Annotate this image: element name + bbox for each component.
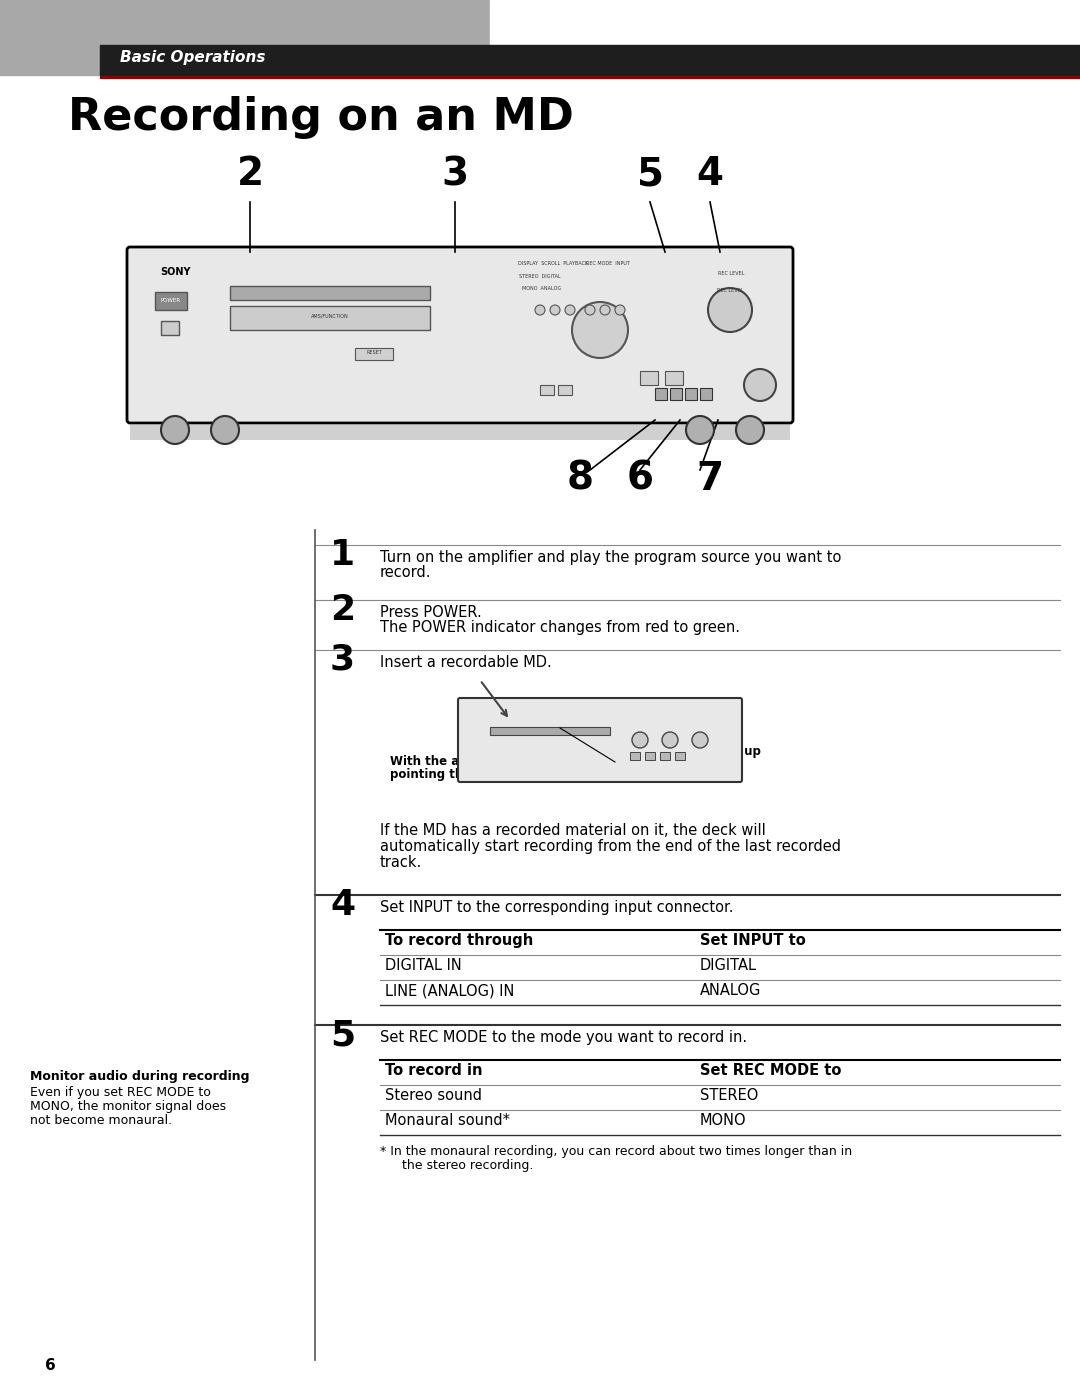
Text: Insert a recordable MD.: Insert a recordable MD. bbox=[380, 655, 552, 671]
Text: 6: 6 bbox=[45, 1358, 56, 1373]
Text: LINE (ANALOG) IN: LINE (ANALOG) IN bbox=[384, 983, 514, 997]
Text: MONO, the monitor signal does: MONO, the monitor signal does bbox=[30, 1099, 226, 1113]
Text: To record through: To record through bbox=[384, 933, 534, 949]
Bar bbox=[355, 348, 393, 360]
Text: MONO  ANALOG: MONO ANALOG bbox=[523, 286, 562, 291]
Text: MONO: MONO bbox=[700, 1113, 746, 1127]
Bar bbox=[156, 292, 187, 310]
Text: Set REC MODE to the mode you want to record in.: Set REC MODE to the mode you want to rec… bbox=[380, 1030, 747, 1045]
Text: POWER: POWER bbox=[161, 298, 181, 303]
Text: Recording on an MD: Recording on an MD bbox=[68, 96, 573, 138]
Text: Even if you set REC MODE to: Even if you set REC MODE to bbox=[30, 1085, 211, 1099]
Bar bbox=[630, 752, 640, 760]
FancyBboxPatch shape bbox=[458, 698, 742, 782]
Circle shape bbox=[632, 732, 648, 747]
Text: ANALOG: ANALOG bbox=[700, 983, 761, 997]
Text: 8: 8 bbox=[567, 460, 594, 497]
Text: SONY: SONY bbox=[160, 267, 190, 277]
Text: If the MD has a recorded material on it, the deck will: If the MD has a recorded material on it,… bbox=[380, 823, 766, 838]
Text: the stereo recording.: the stereo recording. bbox=[390, 1160, 534, 1172]
Text: track.: track. bbox=[380, 855, 422, 870]
Circle shape bbox=[708, 288, 752, 332]
Text: STEREO: STEREO bbox=[700, 1088, 758, 1104]
Circle shape bbox=[572, 302, 627, 358]
Bar bbox=[675, 752, 685, 760]
Text: pointing this way: pointing this way bbox=[390, 768, 504, 781]
Text: Monaural sound*: Monaural sound* bbox=[384, 1113, 510, 1127]
Text: 3: 3 bbox=[442, 155, 469, 193]
Text: 6: 6 bbox=[626, 460, 653, 497]
Circle shape bbox=[161, 416, 189, 444]
Bar bbox=[558, 386, 572, 395]
Text: Stereo sound: Stereo sound bbox=[384, 1088, 482, 1104]
Text: * In the monaural recording, you can record about two times longer than in: * In the monaural recording, you can rec… bbox=[380, 1146, 852, 1158]
Bar bbox=[130, 425, 789, 440]
Text: Basic Operations: Basic Operations bbox=[120, 50, 266, 66]
Circle shape bbox=[600, 305, 610, 314]
Bar bbox=[490, 0, 1080, 75]
Bar bbox=[100, 75, 1080, 78]
Text: REC LEVEL: REC LEVEL bbox=[717, 288, 743, 293]
Text: Set REC MODE to: Set REC MODE to bbox=[700, 1063, 841, 1078]
Bar bbox=[230, 306, 430, 330]
Circle shape bbox=[615, 305, 625, 314]
Text: RESET: RESET bbox=[366, 351, 382, 355]
Text: 2: 2 bbox=[330, 592, 355, 627]
Text: 1: 1 bbox=[330, 538, 355, 571]
Text: DIGITAL IN: DIGITAL IN bbox=[384, 958, 462, 972]
Text: Set INPUT to the corresponding input connector.: Set INPUT to the corresponding input con… bbox=[380, 900, 733, 915]
Text: not become monaural.: not become monaural. bbox=[30, 1113, 172, 1127]
Bar bbox=[230, 286, 430, 300]
Bar bbox=[660, 752, 670, 760]
FancyBboxPatch shape bbox=[127, 247, 793, 423]
Circle shape bbox=[662, 732, 678, 747]
Text: 4: 4 bbox=[697, 155, 724, 193]
Bar bbox=[670, 388, 681, 400]
Text: DISPLAY  SCROLL  PLAYBACK: DISPLAY SCROLL PLAYBACK bbox=[518, 261, 589, 265]
Text: With the arrow: With the arrow bbox=[390, 754, 490, 768]
Text: 5: 5 bbox=[330, 1018, 355, 1052]
Text: Press POWER.: Press POWER. bbox=[380, 605, 482, 620]
Text: 7: 7 bbox=[697, 460, 724, 497]
Text: With the label side up: With the label side up bbox=[615, 745, 761, 759]
Text: Turn on the amplifier and play the program source you want to: Turn on the amplifier and play the progr… bbox=[380, 550, 841, 564]
Text: automatically start recording from the end of the last recorded: automatically start recording from the e… bbox=[380, 840, 841, 854]
Text: REC LEVEL: REC LEVEL bbox=[718, 271, 744, 277]
Text: STEREO  DIGITAL: STEREO DIGITAL bbox=[519, 274, 561, 279]
Text: To record in: To record in bbox=[384, 1063, 483, 1078]
Text: 3: 3 bbox=[330, 643, 355, 678]
Bar bbox=[654, 388, 667, 400]
Text: 5: 5 bbox=[636, 155, 663, 193]
Circle shape bbox=[585, 305, 595, 314]
Bar bbox=[490, 726, 610, 735]
Text: Set INPUT to: Set INPUT to bbox=[700, 933, 806, 949]
Text: 4: 4 bbox=[330, 888, 355, 922]
Text: record.: record. bbox=[380, 564, 432, 580]
Circle shape bbox=[744, 369, 777, 401]
Bar bbox=[0, 0, 490, 75]
Circle shape bbox=[211, 416, 239, 444]
Text: The POWER indicator changes from red to green.: The POWER indicator changes from red to … bbox=[380, 620, 740, 636]
Text: DIGITAL: DIGITAL bbox=[700, 958, 757, 972]
Bar bbox=[685, 388, 697, 400]
Bar bbox=[665, 372, 683, 386]
Circle shape bbox=[550, 305, 561, 314]
Bar bbox=[100, 45, 1080, 75]
Circle shape bbox=[692, 732, 708, 747]
Text: REC MODE  INPUT: REC MODE INPUT bbox=[586, 261, 630, 265]
Bar bbox=[161, 321, 179, 335]
Text: Monitor audio during recording: Monitor audio during recording bbox=[30, 1070, 249, 1083]
Bar bbox=[640, 372, 658, 386]
Circle shape bbox=[686, 416, 714, 444]
Circle shape bbox=[535, 305, 545, 314]
Circle shape bbox=[735, 416, 764, 444]
Bar bbox=[540, 386, 554, 395]
Text: AMS/FUNCTION: AMS/FUNCTION bbox=[311, 314, 349, 319]
Circle shape bbox=[565, 305, 575, 314]
Bar bbox=[645, 752, 654, 760]
Bar bbox=[700, 388, 712, 400]
Text: 2: 2 bbox=[237, 155, 264, 193]
